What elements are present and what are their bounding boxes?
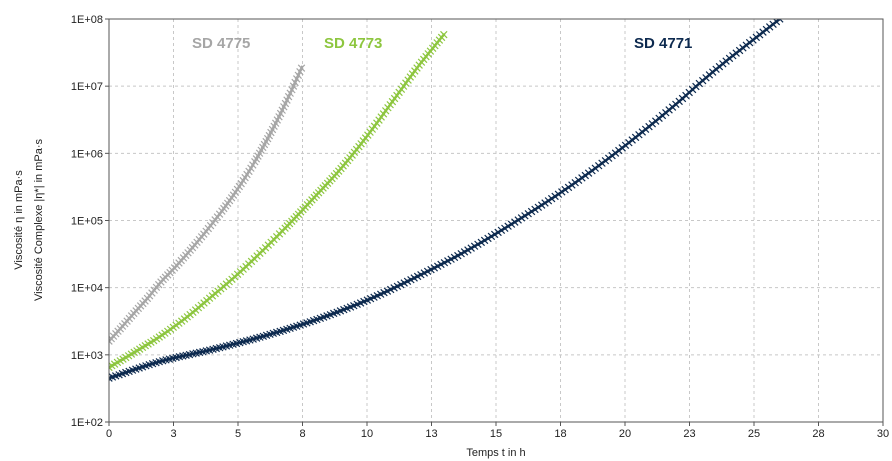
- data-point-marker: [574, 176, 583, 185]
- x-tick-label: 13: [425, 428, 437, 440]
- data-point-marker: [568, 181, 576, 189]
- x-axis-label: Temps t in h: [466, 447, 525, 459]
- x-tick-label: 15: [490, 428, 502, 440]
- data-point-marker: [375, 116, 383, 124]
- data-point-marker: [541, 199, 549, 207]
- y-tick-label: 1E+06: [71, 148, 103, 160]
- series-labels: SD 4775 SD 4773 SD 4771: [192, 35, 692, 52]
- data-point-marker: [591, 164, 600, 172]
- data-point-marker: [477, 238, 486, 247]
- x-tick-label: 3: [170, 428, 176, 440]
- data-point-marker: [480, 236, 489, 245]
- data-point-marker: [487, 232, 496, 241]
- x-tick-label: 23: [683, 428, 695, 440]
- y-tick-label: 1E+05: [71, 216, 103, 228]
- series-label-sd-4773: SD 4773: [324, 35, 382, 52]
- data-point-marker: [474, 240, 482, 249]
- data-point-marker: [467, 244, 475, 252]
- y-tick-label: 1E+08: [71, 14, 103, 26]
- data-point-marker: [527, 207, 536, 216]
- data-point-marker: [404, 76, 412, 84]
- x-tick-label: 20: [619, 428, 631, 440]
- y-axis-label-line-1: Viscosité η in mPa·s: [13, 170, 25, 270]
- data-point-marker: [514, 216, 522, 224]
- data-point-marker: [388, 97, 397, 106]
- grid: [109, 19, 883, 422]
- series-sd-4771: [109, 19, 784, 382]
- x-tick-label: 18: [554, 428, 566, 440]
- x-tick-label: 25: [748, 428, 760, 440]
- y-axis-label-line-2: Viscosité Complexe |η*| in mPa·s: [33, 138, 45, 301]
- data-point-marker: [386, 100, 394, 109]
- data-point-marker: [397, 85, 406, 94]
- data-point-marker: [561, 185, 569, 194]
- x-tick-label: 30: [877, 428, 889, 440]
- data-point-marker: [497, 226, 506, 235]
- data-point-marker: [511, 218, 519, 226]
- data-point-marker: [571, 178, 579, 187]
- x-tick-label: 0: [106, 428, 112, 440]
- data-point-marker: [521, 212, 529, 220]
- y-tick-label: 1E+02: [71, 417, 103, 429]
- series-group: [109, 19, 784, 382]
- series-sd-4775: [109, 64, 306, 345]
- data-point-marker: [554, 190, 563, 198]
- data-point-marker: [454, 251, 462, 260]
- data-point-marker: [484, 234, 492, 243]
- data-point-marker: [399, 82, 408, 90]
- series-sd-4773: [109, 30, 448, 372]
- y-tick-label: 1E+07: [71, 81, 103, 93]
- data-point-marker: [490, 230, 499, 239]
- y-tick-label: 1E+03: [71, 350, 103, 362]
- data-point-marker: [379, 110, 388, 118]
- data-point-marker: [544, 197, 553, 205]
- data-point-marker: [531, 205, 539, 214]
- data-point-marker: [393, 91, 401, 100]
- x-tick-label: 5: [235, 428, 241, 440]
- data-point-marker: [547, 194, 556, 203]
- data-point-marker: [460, 248, 469, 256]
- data-point-marker: [517, 214, 526, 222]
- data-point-marker: [249, 161, 257, 169]
- data-point-marker: [297, 64, 306, 72]
- data-point-marker: [537, 201, 546, 209]
- data-point-marker: [507, 220, 516, 228]
- data-point-marker: [440, 30, 448, 39]
- data-point-marker: [584, 169, 593, 177]
- data-point-marker: [551, 192, 559, 201]
- data-point-marker: [598, 159, 606, 167]
- data-point-marker: [608, 151, 616, 160]
- data-point-marker: [494, 228, 502, 237]
- y-tick-label: 1E+04: [71, 283, 103, 295]
- data-point-marker: [381, 107, 390, 115]
- data-point-marker: [581, 171, 590, 180]
- x-tick-label: 10: [361, 428, 373, 440]
- tick-marks: [105, 18, 884, 426]
- series-label-sd-4775: SD 4775: [192, 35, 250, 52]
- data-point-marker: [564, 183, 573, 192]
- x-tick-label: 28: [812, 428, 824, 440]
- data-point-marker: [534, 203, 543, 212]
- data-point-marker: [776, 19, 784, 23]
- data-point-marker: [501, 224, 509, 233]
- tick-labels: 0 3 5 8 10 13 15 18 20 23 25 28 30 1E+02 1E+03 1E+04 1E+…: [71, 14, 889, 440]
- data-point-marker: [578, 174, 586, 182]
- series-label-sd-4771: SD 4771: [634, 35, 692, 52]
- data-point-marker: [558, 188, 566, 196]
- data-point-marker: [524, 209, 532, 218]
- x-tick-label: 8: [299, 428, 305, 440]
- data-point-marker: [504, 222, 512, 230]
